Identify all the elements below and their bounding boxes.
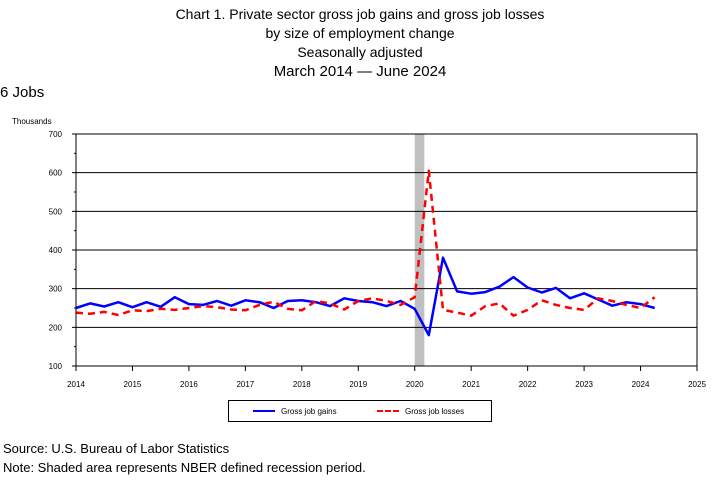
legend-label-gross-job-gains: Gross job gains [281,406,337,416]
x-tick-label: 2023 [575,380,593,389]
series-line-gross-job-losses [75,169,656,317]
chart-title-line-1: Chart 1. Private sector gross job gains … [175,6,545,22]
y-tick-label: 100 [49,362,63,371]
legend-label-gross-job-losses: Gross job losses [405,406,465,416]
legend-swatch-gross-job-gains [253,410,275,412]
y-tick-label: 500 [49,207,63,216]
legend: Gross job gains Gross job losses [228,400,492,422]
chart-title-line-2: by size of employment change [265,25,455,41]
chart-subtitle: 6 Jobs [0,84,45,101]
x-tick-label: 2015 [124,380,142,389]
y-axis-unit-label: Thousands [12,117,52,126]
legend-item-gross-job-gains: Gross job gains [253,401,337,421]
x-tick-label: 2014 [67,380,85,389]
series-line-gross-job-gains [75,256,656,337]
y-tick-label: 200 [49,323,63,332]
chart-date-range: March 2014 — June 2024 [273,63,447,80]
recession-note: Note: Shaded area represents NBER define… [3,460,366,475]
legend-swatch-gross-job-losses [377,410,399,412]
source-note: Source: U.S. Bureau of Labor Statistics [3,441,230,456]
line-chart: 100 200 300 400 500 600 700 2014 2015 2016 2017 201… [49,130,707,389]
x-tick-label: 2022 [519,380,537,389]
x-tick-label: 2020 [406,380,424,389]
x-tick-label: 2018 [293,380,311,389]
y-tick-label: 600 [49,169,63,178]
x-tick-label: 2017 [236,380,254,389]
x-tick-label: 2016 [180,380,198,389]
y-tick-label: 300 [49,285,63,294]
y-tick-label: 700 [49,130,63,139]
x-tick-label: 2024 [632,380,650,389]
x-tick-label: 2019 [349,380,367,389]
legend-item-gross-job-losses: Gross job losses [377,401,464,421]
chart-title-line-3: Seasonally adjusted [297,44,423,60]
x-tick-label: 2025 [688,380,706,389]
x-tick-label: 2021 [462,380,480,389]
y-tick-label: 400 [49,246,63,255]
